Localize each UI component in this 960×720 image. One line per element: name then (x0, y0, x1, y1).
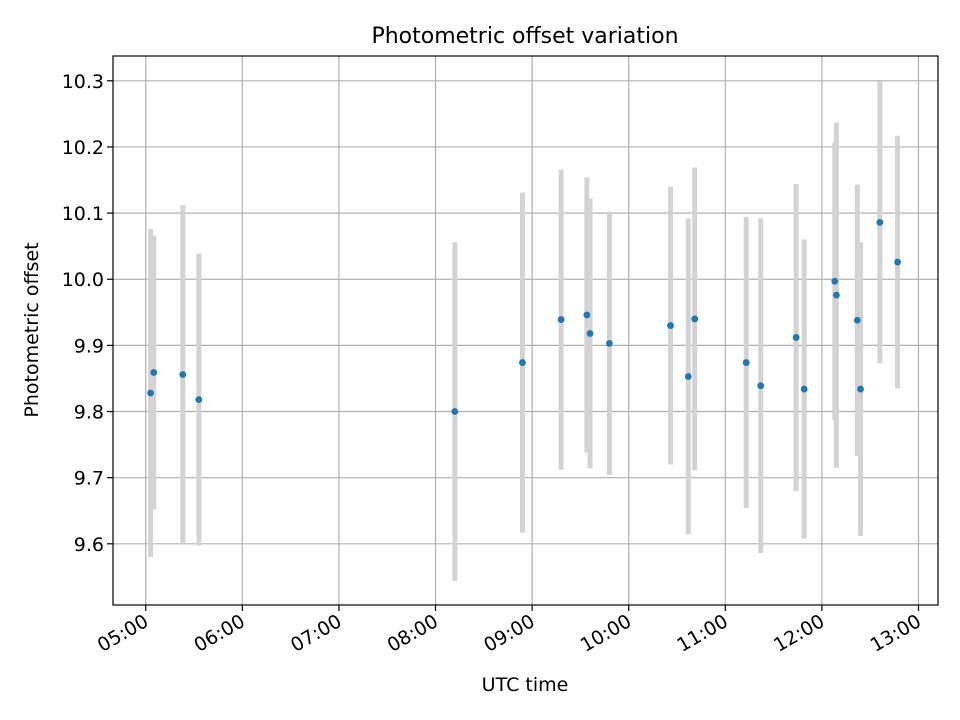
data-point (150, 369, 158, 376)
grid (113, 56, 938, 605)
axes-frame (112, 55, 939, 606)
data-point (894, 258, 901, 266)
data-point (792, 334, 800, 341)
data-point (832, 291, 840, 299)
y-tick-label: 9.7 (74, 468, 104, 490)
y-axis-ticks: 9.6 9.7 9.8 9.9 10.0 10.1 10.2 10.3 (62, 71, 113, 556)
data-point (195, 396, 203, 404)
data-point (757, 382, 765, 390)
data-point (583, 311, 591, 319)
data-point (667, 322, 674, 329)
y-tick-label: 10.2 (62, 137, 104, 159)
plot-area (113, 56, 938, 605)
data-point (742, 359, 750, 366)
data-points (147, 218, 901, 415)
data-point (684, 373, 692, 380)
data-point (857, 385, 864, 393)
y-tick-label: 9.8 (74, 402, 104, 424)
chart-title: Photometric offset variation (371, 24, 678, 49)
data-point (147, 389, 154, 397)
y-tick-label: 10.3 (62, 71, 104, 93)
y-tick-label: 10.0 (62, 269, 104, 291)
data-point (557, 316, 565, 323)
data-point (853, 316, 861, 324)
y-axis-label: Photometric offset (21, 242, 43, 417)
data-point (451, 408, 459, 415)
y-tick-label: 9.9 (74, 335, 104, 357)
x-axis-label: UTC time (482, 674, 569, 696)
data-point (605, 339, 613, 347)
data-point (691, 315, 699, 323)
data-point (800, 385, 808, 393)
data-point (586, 330, 594, 337)
data-point (876, 218, 884, 226)
data-point (179, 371, 187, 378)
y-tick-label: 9.6 (74, 534, 104, 556)
data-point (519, 359, 526, 366)
data-point (831, 277, 839, 285)
y-tick-label: 10.1 (62, 203, 104, 225)
